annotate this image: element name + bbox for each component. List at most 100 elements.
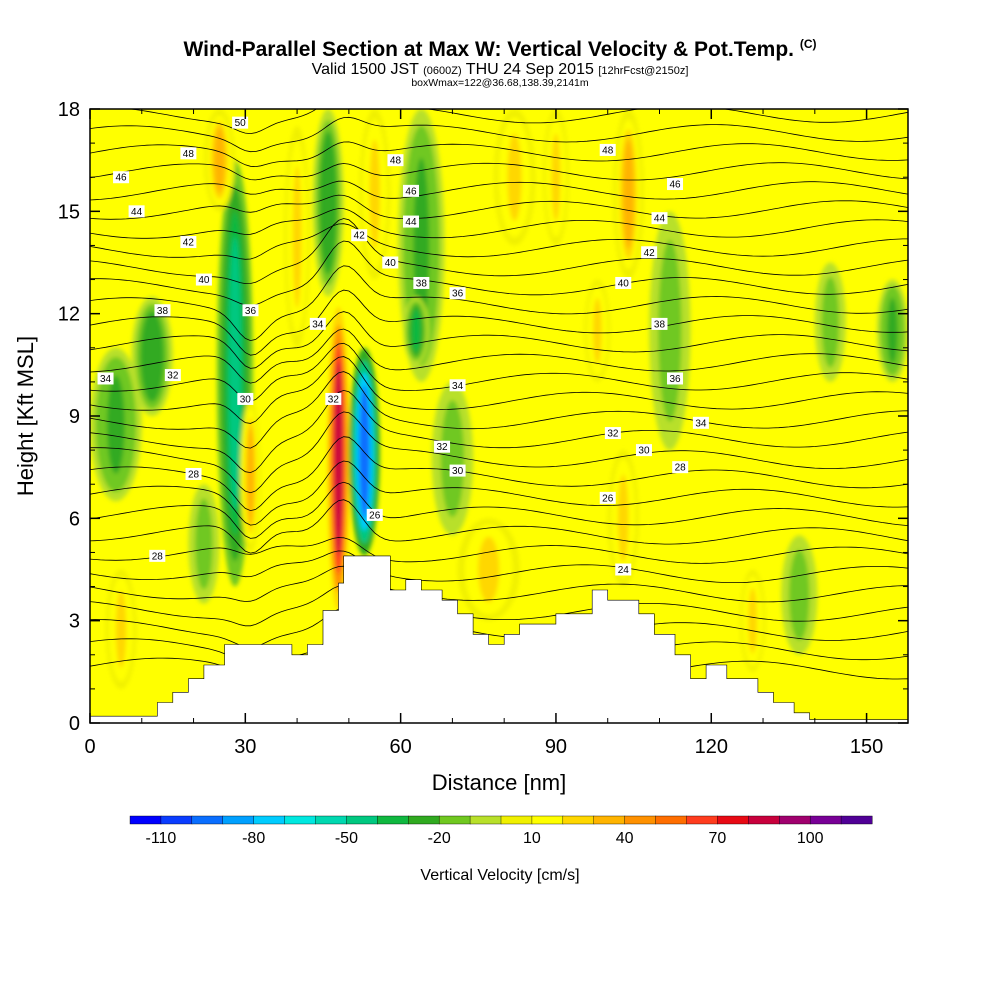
- y-tick-label: 9: [69, 406, 80, 428]
- theta-contour: [90, 550, 908, 583]
- velocity-cell: [198, 505, 210, 583]
- theta-contour: [90, 208, 908, 239]
- contour-label: 46: [667, 178, 684, 191]
- colorbar-swatch: [655, 815, 688, 825]
- colorbar-swatch: [191, 815, 224, 825]
- contour-label: 26: [366, 508, 383, 521]
- colorbar-swatch: [500, 815, 533, 825]
- velocity-cell: [413, 158, 430, 333]
- chart-subtitle: Valid 1500 JST (0600Z) THU 24 Sep 2015 […: [0, 61, 1000, 79]
- contour-label: 36: [449, 287, 466, 300]
- contour-label: 32: [325, 392, 342, 405]
- contour-label: 50: [232, 116, 249, 129]
- contour-label-text: 38: [157, 306, 169, 317]
- theta-contour: [90, 481, 908, 539]
- contour-label-text: 48: [183, 149, 195, 160]
- contour-label-text: 36: [669, 374, 681, 385]
- contour-label-text: 50: [235, 118, 247, 129]
- contour-label: 34: [692, 416, 709, 429]
- contour-label-text: 30: [638, 446, 650, 457]
- contour-label-text: 30: [240, 394, 252, 405]
- terrain: [90, 555, 908, 723]
- colorbar-title: Vertical Velocity [cm/s]: [420, 867, 579, 884]
- valid-prefix: Valid 1500 JST: [311, 61, 419, 78]
- colorbar-swatch: [284, 815, 316, 825]
- velocity-cell: [748, 587, 758, 654]
- contour-label-text: 28: [675, 463, 687, 474]
- contour-label-text: 40: [618, 278, 630, 289]
- contour-label: 40: [382, 256, 399, 269]
- theta-contour: [90, 342, 908, 402]
- colorbar-swatch: [346, 815, 378, 825]
- contour-label: 28: [149, 549, 166, 562]
- y-tick-label: 0: [69, 713, 80, 735]
- contour-label-text: 28: [152, 551, 164, 562]
- velocity-cell: [334, 361, 343, 556]
- contour-label-text: 34: [312, 319, 324, 330]
- colorbar-label: -20: [428, 830, 451, 847]
- contour-label-text: 34: [100, 374, 112, 385]
- contour-label-text: 40: [198, 275, 210, 286]
- contour-label-text: 42: [183, 238, 195, 249]
- contour-label-text: 46: [116, 173, 128, 184]
- velocity-cell: [228, 236, 242, 510]
- contour-label: 46: [113, 171, 130, 184]
- colorbar-swatch: [686, 815, 718, 825]
- y-tick-label: 6: [69, 508, 80, 530]
- contour-label-text: 34: [695, 418, 707, 429]
- contour-label: 44: [651, 212, 668, 225]
- velocity-cell: [145, 318, 160, 395]
- x-axis-title: Distance [nm]: [432, 770, 567, 795]
- theta-contour: [90, 180, 908, 201]
- theta-contour: [127, 109, 908, 135]
- contour-label-text: 46: [669, 180, 681, 191]
- colorbar-swatch: [253, 815, 286, 825]
- x-tick-label: 30: [234, 736, 256, 758]
- velocity-cell: [592, 297, 602, 364]
- contour-label: 38: [154, 304, 171, 317]
- theta-contour: [90, 141, 908, 168]
- contour-labels: 50 48 48 48 46 46 46 44 44 44 42 42 42 40 40 40 38 38 38 36…: [97, 116, 709, 576]
- colorbar-swatch: [717, 815, 749, 825]
- velocity-cell: [551, 133, 561, 221]
- colorbar: -110 -80 -50 -20 10 40 70 100: [129, 815, 873, 847]
- y-axis-title: Height [Kft MSL]: [13, 336, 38, 496]
- theta-contour: [90, 289, 908, 356]
- contour-label-text: 38: [654, 319, 666, 330]
- y-tick-label: 12: [58, 304, 80, 326]
- velocity-cell: [623, 139, 634, 249]
- y-tick-label: 3: [69, 611, 80, 633]
- theta-contour: [90, 389, 908, 474]
- contour-label-text: 30: [452, 466, 464, 477]
- theta-contour: [90, 240, 908, 306]
- contour-label-text: 44: [405, 217, 417, 228]
- theta-contour: [90, 436, 908, 512]
- chart-title-text: Wind-Parallel Section at Max W: Vertical…: [183, 38, 794, 61]
- colorbar-swatch: [469, 815, 502, 825]
- velocity-cell: [445, 409, 460, 508]
- contour-label: 34: [97, 372, 114, 385]
- theta-contour: [90, 265, 908, 342]
- contour-label-text: 26: [602, 493, 614, 504]
- colorbar-label: 10: [523, 830, 541, 847]
- x-tick-label: 0: [84, 736, 95, 758]
- x-tick-label: 90: [545, 736, 567, 758]
- contour-label: 34: [309, 317, 326, 330]
- velocity-cell: [793, 556, 806, 634]
- contour-label: 28: [672, 461, 689, 474]
- contour-label: 30: [635, 444, 652, 457]
- theta-contour: [90, 607, 908, 649]
- contour-label: 32: [434, 440, 451, 453]
- velocity-cell: [887, 297, 898, 364]
- theta-contour: [90, 194, 908, 220]
- colorbar-swatch: [593, 815, 626, 825]
- colorbar-label: 70: [709, 830, 727, 847]
- theta-contour: [90, 371, 908, 449]
- colorbar-swatch: [748, 815, 780, 825]
- colorbar-label: -50: [335, 830, 358, 847]
- y-tick-label: 18: [58, 99, 80, 121]
- contour-label: 42: [641, 246, 658, 259]
- colorbar-swatch: [779, 815, 811, 825]
- theta-contour: [90, 565, 908, 603]
